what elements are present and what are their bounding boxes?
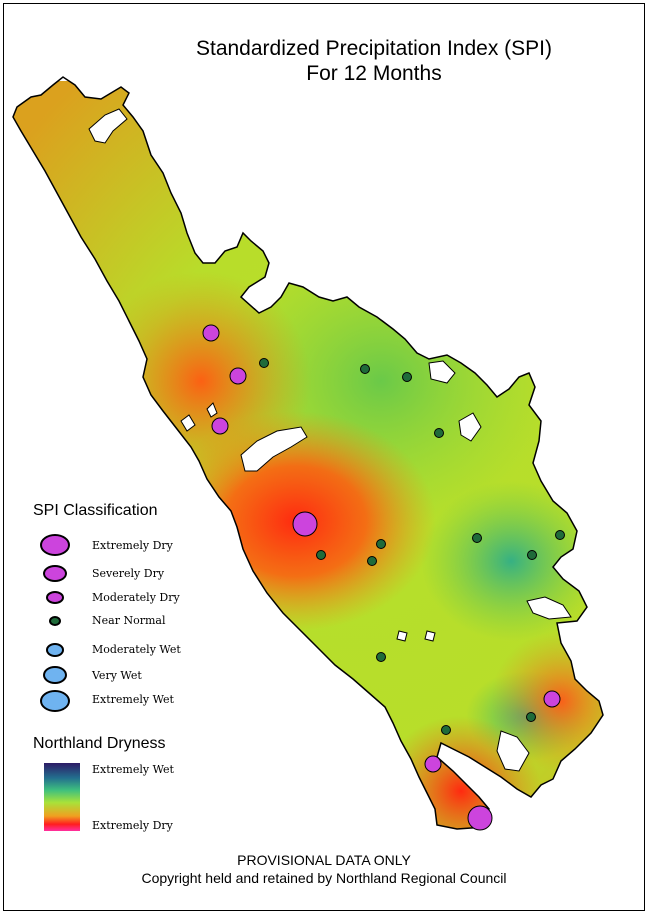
map-frame: Standardized Precipitation Index (SPI) F… (3, 3, 645, 911)
legend-label-near-normal: Near Normal (92, 614, 166, 627)
station-near-normal (367, 556, 377, 566)
legend-label-moderately-dry: Moderately Dry (92, 591, 180, 604)
dryness-legend-heading: Northland Dryness (33, 735, 166, 752)
legend-label-moderately-wet: Moderately Wet (92, 643, 181, 656)
map-title: Standardized Precipitation Index (SPI) (195, 37, 553, 60)
dryness-color-ramp (44, 763, 80, 831)
map-subtitle: For 12 Months (306, 62, 442, 85)
station-severely-dry (229, 367, 247, 385)
station-near-normal (259, 358, 269, 368)
station-near-normal (402, 372, 412, 382)
harbours (88, 108, 572, 772)
station-near-normal (526, 712, 536, 722)
station-markers (202, 324, 565, 831)
legend-label-extremely-dry: Extremely Dry (92, 539, 173, 552)
station-near-normal (376, 539, 386, 549)
provisional-notice: PROVISIONAL DATA ONLY (237, 852, 411, 868)
legend-symbol-severely-dry (43, 565, 67, 582)
legend-symbol-extremely-dry (40, 534, 70, 556)
station-near-normal (434, 428, 444, 438)
station-severely-dry (202, 324, 220, 342)
spi-legend-heading: SPI Classification (33, 502, 158, 519)
station-near-normal (527, 550, 537, 560)
legend-label-very-wet: Very Wet (92, 669, 142, 682)
copyright-notice: Copyright held and retained by Northland… (141, 870, 507, 886)
legend-label-extremely-wet: Extremely Wet (92, 693, 174, 706)
station-severely-dry (424, 755, 442, 773)
legend-symbol-moderately-wet (46, 643, 64, 657)
station-severely-dry (211, 417, 229, 435)
station-near-normal (555, 530, 565, 540)
dryness-map (12, 76, 604, 831)
station-near-normal (441, 725, 451, 735)
station-near-normal (360, 364, 370, 374)
station-extremely-dry (467, 805, 493, 831)
station-near-normal (472, 533, 482, 543)
legend-symbol-very-wet (43, 666, 67, 684)
station-severely-dry (543, 690, 561, 708)
legend-symbol-moderately-dry (46, 591, 64, 604)
legend-symbol-extremely-wet (40, 690, 70, 712)
ramp-label-wet: Extremely Wet (92, 763, 174, 776)
ramp-label-dry: Extremely Dry (92, 819, 173, 832)
legend-label-severely-dry: Severely Dry (92, 567, 165, 580)
station-extremely-dry (292, 511, 318, 537)
legend-symbol-near-normal (49, 616, 61, 626)
station-near-normal (316, 550, 326, 560)
station-near-normal (376, 652, 386, 662)
